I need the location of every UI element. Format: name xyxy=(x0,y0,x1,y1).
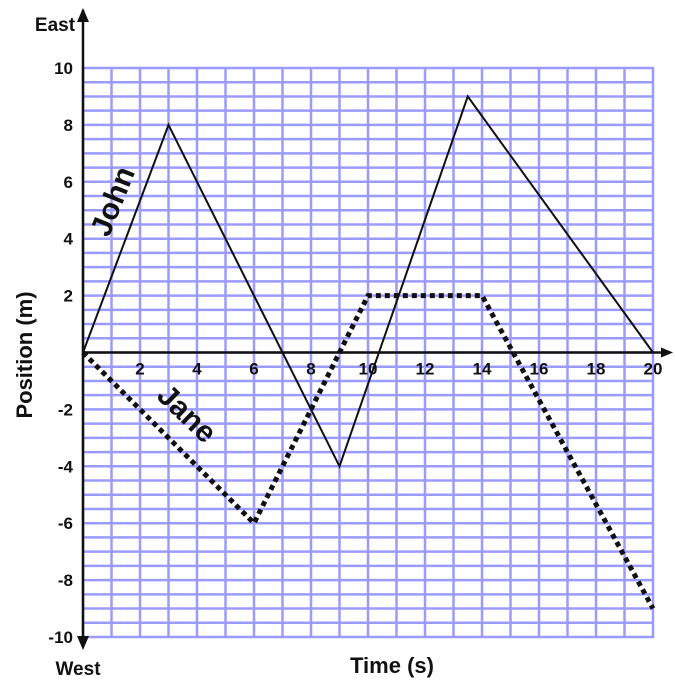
x-tick-label: 4 xyxy=(192,360,202,379)
y-tick-label: 8 xyxy=(64,116,73,135)
y-tick-label: -10 xyxy=(48,628,73,647)
x-tick-label: 18 xyxy=(587,360,606,379)
x-axis-title: Time (s) xyxy=(350,653,434,678)
x-tick-label: 6 xyxy=(249,360,258,379)
x-tick-label: 16 xyxy=(530,360,549,379)
x-tick-label: 8 xyxy=(306,360,315,379)
x-tick-label: 2 xyxy=(135,360,144,379)
x-tick-label: 12 xyxy=(416,360,435,379)
x-axis-arrow-right xyxy=(661,347,673,358)
series xyxy=(81,94,656,610)
y-tick-label: -2 xyxy=(58,400,73,419)
y-axis-arrow-up xyxy=(77,8,89,22)
y-tick-label: 6 xyxy=(64,173,73,192)
y-tick-label: 4 xyxy=(64,230,74,249)
axes xyxy=(77,8,673,650)
west-label: West xyxy=(55,659,101,680)
y-tick-label: -8 xyxy=(58,571,73,590)
y-tick-label: -6 xyxy=(58,514,73,533)
series-line-john xyxy=(82,94,654,469)
y-axis-arrow-down xyxy=(77,636,89,650)
tick-labels: 2 4 6 8 10 12 14 16 18 20 10 8 6 4 2 -2 -4 -6 -8 -10 xyxy=(48,59,662,647)
x-tick-label: 10 xyxy=(359,360,378,379)
y-axis-title: Position (m) xyxy=(12,291,37,418)
east-label: East xyxy=(35,15,76,36)
x-tick-label: 14 xyxy=(473,360,492,379)
x-tick-label: 20 xyxy=(644,360,663,379)
y-tick-label: 10 xyxy=(54,59,73,78)
series-line-jane xyxy=(81,293,656,610)
y-tick-label: 2 xyxy=(64,287,73,306)
y-tick-label: -4 xyxy=(58,457,74,476)
